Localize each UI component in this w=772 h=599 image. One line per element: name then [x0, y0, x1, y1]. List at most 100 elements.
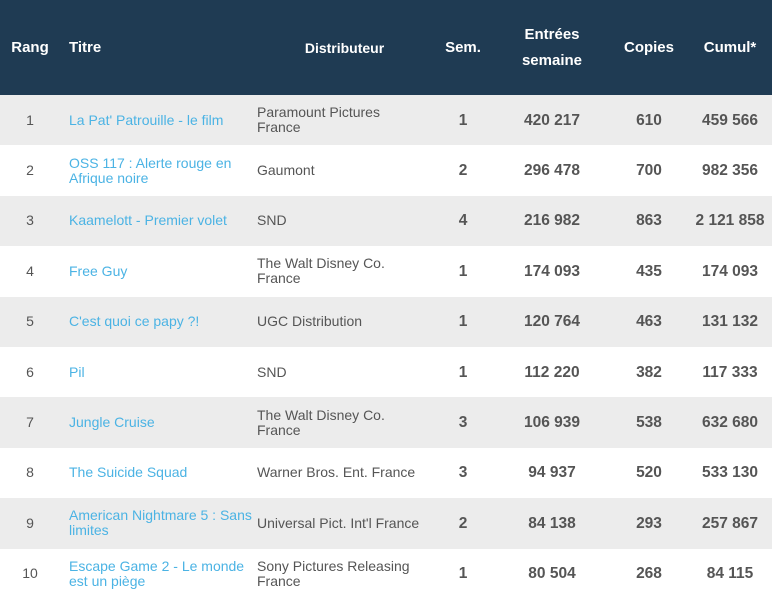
weeks-cell: 1 [458, 262, 468, 280]
distributor-cell: Warner Bros. Ent. France [257, 448, 432, 498]
distributor-cell: Sony Pictures Releasing France [257, 549, 432, 599]
title-cell: Pil [60, 347, 257, 397]
title-cell: C'est quoi ce papy ?! [60, 297, 257, 347]
distributor-cell: Gaumont [257, 145, 432, 195]
weeks-cell: 3 [458, 464, 468, 482]
cumul-cell: 982 356 [701, 162, 759, 180]
column-header-rank[interactable]: Rang [11, 38, 49, 56]
distributor-text: The Walt Disney Co. France [257, 406, 385, 438]
rank-cell: 3 [26, 212, 34, 229]
weeks-cell: 3 [458, 414, 468, 432]
distributor-cell: Universal Pict. Int'l France [257, 498, 432, 548]
table-row: 7 Jungle Cruise The Walt Disney Co. Fran… [0, 397, 772, 448]
column-header-cumul[interactable]: Cumul* [703, 38, 757, 56]
table-header-row: Rang Titre Distributeur Sem. Entrées sem… [0, 0, 772, 95]
weeks-cell: 1 [458, 565, 468, 583]
rank-cell: 2 [26, 162, 34, 179]
distributor-cell: SND [257, 196, 432, 246]
cumul-cell: 632 680 [701, 414, 759, 432]
movie-title-link[interactable]: American Nightmare 5 : Sans limites [69, 507, 252, 539]
table-row: 3 Kaamelott - Premier volet SND 4 216 98… [0, 195, 772, 247]
cumul-cell: 117 333 [702, 363, 758, 381]
title-cell: American Nightmare 5 : Sans limites [60, 498, 257, 548]
distributor-text: The Walt Disney Co. France [257, 255, 385, 287]
column-header-entries[interactable]: Entrées semaine [494, 0, 610, 95]
distributor-text: Sony Pictures Releasing France [257, 557, 410, 589]
column-header-weeks[interactable]: Sem. [445, 38, 481, 56]
weeks-cell: 2 [458, 514, 468, 532]
entries-cell: 112 220 [524, 363, 580, 381]
distributor-text: Paramount Pictures France [257, 104, 380, 136]
column-header-distributor[interactable]: Distributeur [304, 39, 385, 56]
movie-title-link[interactable]: Pil [69, 363, 85, 380]
distributor-text: SND [257, 363, 287, 380]
table-row: 9 American Nightmare 5 : Sans limites Un… [0, 498, 772, 549]
entries-cell: 84 138 [528, 514, 576, 532]
entries-cell: 120 764 [523, 313, 581, 331]
copies-cell: 293 [636, 514, 662, 532]
weeks-cell: 4 [458, 212, 468, 230]
rank-cell: 6 [26, 363, 34, 380]
table-row: 5 C'est quoi ce papy ?! UGC Distribution… [0, 296, 772, 347]
copies-cell: 382 [636, 363, 662, 381]
entries-cell: 174 093 [523, 262, 581, 280]
distributor-text: Universal Pict. Int'l France [257, 514, 420, 531]
weeks-cell: 1 [458, 111, 468, 129]
distributor-cell: The Walt Disney Co. France [257, 397, 432, 447]
table-body: 1 La Pat' Patrouille - le film Paramount… [0, 95, 772, 599]
rank-cell: 10 [22, 565, 38, 582]
copies-cell: 538 [636, 414, 662, 432]
column-header-title[interactable]: Titre [69, 38, 102, 56]
copies-cell: 610 [636, 111, 662, 129]
rank-cell: 5 [26, 313, 34, 330]
rank-cell: 1 [26, 111, 34, 128]
distributor-cell: UGC Distribution [257, 297, 432, 347]
column-header-entries-line1: Entrées [524, 25, 580, 43]
title-cell: The Suicide Squad [60, 448, 257, 498]
distributor-text: SND [257, 212, 287, 229]
title-cell: La Pat' Patrouille - le film [60, 95, 257, 145]
cumul-cell: 257 867 [701, 514, 759, 532]
distributor-text: UGC Distribution [257, 313, 363, 330]
rank-cell: 4 [26, 262, 34, 279]
movie-title-link[interactable]: Kaamelott - Premier volet [69, 212, 227, 229]
table-row: 2 OSS 117 : Alerte rouge en Afrique noir… [0, 145, 772, 196]
title-cell: OSS 117 : Alerte rouge en Afrique noire [60, 145, 257, 195]
copies-cell: 268 [636, 565, 662, 583]
column-header-copies[interactable]: Copies [623, 38, 674, 56]
title-cell: Jungle Cruise [60, 397, 257, 447]
movie-title-link[interactable]: The Suicide Squad [69, 464, 188, 481]
movie-title-link[interactable]: OSS 117 : Alerte rouge en Afrique noire [69, 154, 232, 186]
movie-title-link[interactable]: C'est quoi ce papy ?! [69, 313, 200, 330]
table-row: 4 Free Guy The Walt Disney Co. France 1 … [0, 246, 772, 297]
copies-cell: 700 [636, 162, 662, 180]
entries-cell: 296 478 [523, 162, 581, 180]
weeks-cell: 2 [458, 162, 468, 180]
distributor-cell: SND [257, 347, 432, 397]
movie-title-link[interactable]: La Pat' Patrouille - le film [69, 111, 224, 128]
movie-title-link[interactable]: Escape Game 2 - Le monde est un piège [69, 557, 245, 589]
table-row: 6 Pil SND 1 112 220 382 117 333 [0, 346, 772, 398]
copies-cell: 863 [636, 212, 662, 230]
entries-cell: 216 982 [523, 212, 581, 230]
cumul-cell: 131 132 [701, 313, 759, 331]
table-row: 10 Escape Game 2 - Le monde est un piège… [0, 548, 772, 599]
cumul-cell: 2 121 858 [695, 212, 765, 230]
cumul-cell: 533 130 [701, 464, 759, 482]
entries-cell: 94 937 [528, 464, 576, 482]
movie-title-link[interactable]: Jungle Cruise [69, 414, 155, 431]
cumul-cell: 174 093 [701, 262, 759, 280]
entries-cell: 420 217 [523, 111, 581, 129]
cumul-cell: 84 115 [706, 565, 754, 583]
table-row: 1 La Pat' Patrouille - le film Paramount… [0, 95, 772, 146]
copies-cell: 435 [636, 262, 662, 280]
rank-cell: 8 [26, 464, 34, 481]
rank-cell: 9 [26, 514, 34, 531]
distributor-cell: The Walt Disney Co. France [257, 246, 432, 296]
title-cell: Free Guy [60, 246, 257, 296]
movie-title-link[interactable]: Free Guy [69, 262, 128, 279]
weeks-cell: 1 [458, 313, 468, 331]
copies-cell: 463 [636, 313, 662, 331]
cumul-cell: 459 566 [701, 111, 759, 129]
